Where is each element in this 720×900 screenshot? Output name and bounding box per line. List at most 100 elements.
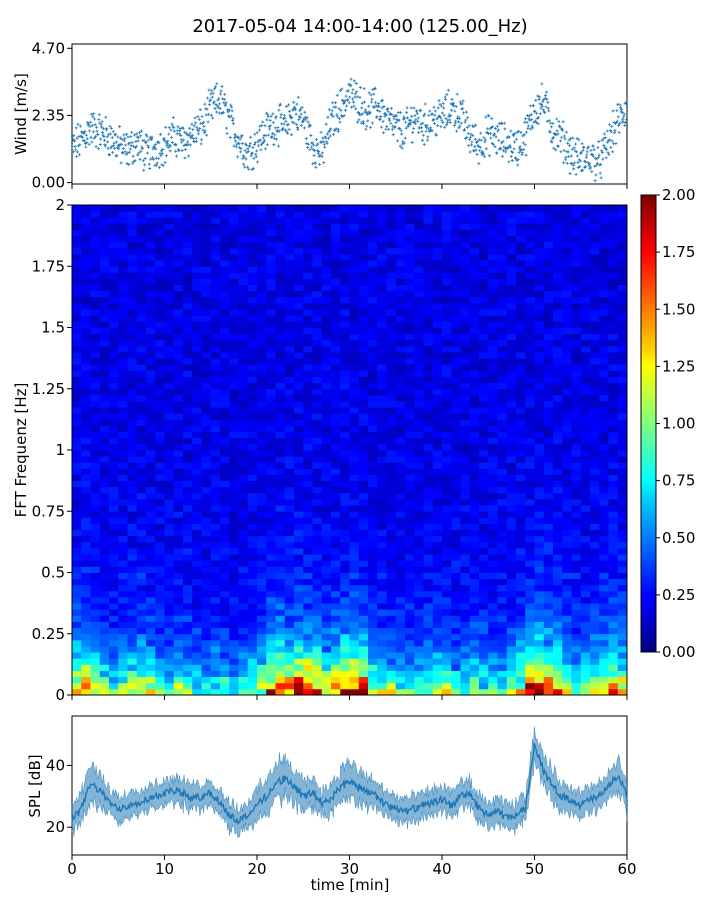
spectrogram-cell — [423, 241, 434, 249]
spectrogram-cell — [469, 541, 480, 549]
spectrogram-cell — [173, 615, 184, 622]
spectrogram-cell — [488, 566, 498, 573]
wind-data-point — [432, 105, 436, 109]
spectrogram-cell — [469, 566, 480, 573]
spectrogram-cell — [164, 419, 175, 426]
spectrogram-cell — [395, 652, 406, 659]
spectrogram-cell — [127, 211, 138, 218]
spectrogram-cell — [303, 364, 313, 371]
wind-data-point — [166, 146, 170, 150]
spectrogram-cell — [136, 450, 147, 457]
spectrogram-cell — [238, 627, 249, 635]
wind-data-point — [378, 117, 382, 121]
wind-data-point — [517, 150, 521, 154]
spectrogram-cell — [321, 419, 332, 426]
spectrogram-cell — [183, 688, 193, 696]
spectrogram-cell — [358, 492, 369, 500]
spectrogram-cell — [312, 450, 323, 457]
wind-data-point — [350, 91, 354, 95]
spectrogram-cell — [220, 376, 230, 384]
wind-data-point — [87, 142, 91, 146]
spectrogram-cell — [136, 474, 147, 482]
spectrogram-cell — [247, 425, 258, 433]
spectrogram-cell — [312, 205, 323, 212]
spectrogram-cell — [118, 688, 128, 696]
spectrogram-cell — [109, 597, 119, 604]
spectrogram-cell — [164, 443, 175, 451]
spectrogram-cell — [414, 682, 424, 690]
wind-data-point — [219, 89, 223, 93]
spectrogram-cell — [229, 578, 239, 586]
spectrogram-cell — [229, 413, 239, 420]
spectrogram-cell — [414, 272, 424, 279]
wind-data-point — [398, 126, 402, 130]
wind-data-point — [106, 146, 110, 150]
spectrogram-cell — [275, 492, 286, 500]
spectrogram-cell — [405, 388, 415, 396]
wind-data-point — [277, 108, 281, 112]
spectrogram-cell — [257, 688, 267, 696]
spectrogram-cell — [90, 517, 101, 524]
spectrogram-cell — [432, 388, 443, 396]
spectrogram-cell — [81, 284, 91, 292]
spectrogram-cell — [118, 560, 128, 567]
wind-data-point — [174, 143, 178, 147]
spectrogram-cell — [238, 548, 249, 555]
spectrogram-cell — [229, 688, 239, 696]
wind-data-point — [417, 131, 421, 135]
spectrogram-cell — [432, 260, 443, 267]
spectrogram-cell — [192, 597, 202, 604]
wind-data-point — [132, 133, 136, 137]
spectrogram-cell — [432, 321, 443, 328]
spectrogram-cell — [118, 443, 128, 451]
wind-data-point — [512, 134, 516, 138]
spectrogram-cell — [414, 431, 424, 439]
spectrogram-cell — [72, 413, 82, 420]
spectrogram-cell — [247, 560, 258, 567]
spectrogram-cell — [192, 425, 202, 433]
spectrogram-cell — [284, 450, 295, 457]
spectrogram-cell — [72, 247, 82, 255]
spectrogram-cell — [497, 627, 508, 635]
wind-data-point — [324, 136, 328, 140]
spectrogram-cell — [340, 572, 350, 580]
spectrogram-cell — [469, 425, 480, 433]
spectrogram-cell — [173, 658, 184, 665]
spectrogram-cell — [349, 260, 360, 267]
spectrogram-cell — [210, 382, 221, 390]
wind-data-point — [361, 120, 365, 124]
spectrogram-cell — [349, 486, 360, 494]
spectrogram-cell — [266, 303, 276, 310]
spectrogram-cell — [479, 474, 489, 482]
spectrogram-cell — [118, 597, 128, 604]
spectrogram-cell — [506, 676, 517, 684]
spectrogram-cell — [303, 480, 313, 488]
spectrogram-cell — [386, 247, 397, 255]
spectrogram-cell — [173, 278, 184, 286]
spectrogram-cell — [118, 205, 128, 212]
wind-data-point — [410, 114, 414, 118]
spectrogram-cell — [423, 284, 434, 292]
spectrogram-cell — [81, 511, 91, 518]
wind-data-point — [394, 114, 398, 118]
spectrogram-cell — [405, 376, 415, 384]
spectrogram-cell — [201, 529, 212, 537]
spectrogram-cell — [358, 284, 369, 292]
spectrogram-cell — [423, 627, 434, 635]
spectrogram-cell — [312, 401, 323, 408]
wind-data-point — [426, 135, 430, 139]
wind-data-point — [425, 138, 429, 142]
spectrogram-cell — [312, 554, 323, 561]
spectrogram-cell — [405, 437, 415, 445]
spectrogram-cell — [257, 235, 267, 243]
spectrogram-cell — [358, 241, 369, 249]
wind-data-point — [381, 98, 385, 102]
spectrogram-cell — [321, 529, 332, 537]
spectrogram-cell — [442, 652, 452, 659]
spectrogram-cell — [386, 376, 397, 384]
spectrogram-cell — [127, 566, 138, 573]
wind-data-point — [384, 113, 388, 117]
spectrogram-cell — [90, 235, 101, 243]
spectrogram-cell — [349, 333, 360, 341]
spectrogram-cell — [266, 309, 276, 316]
